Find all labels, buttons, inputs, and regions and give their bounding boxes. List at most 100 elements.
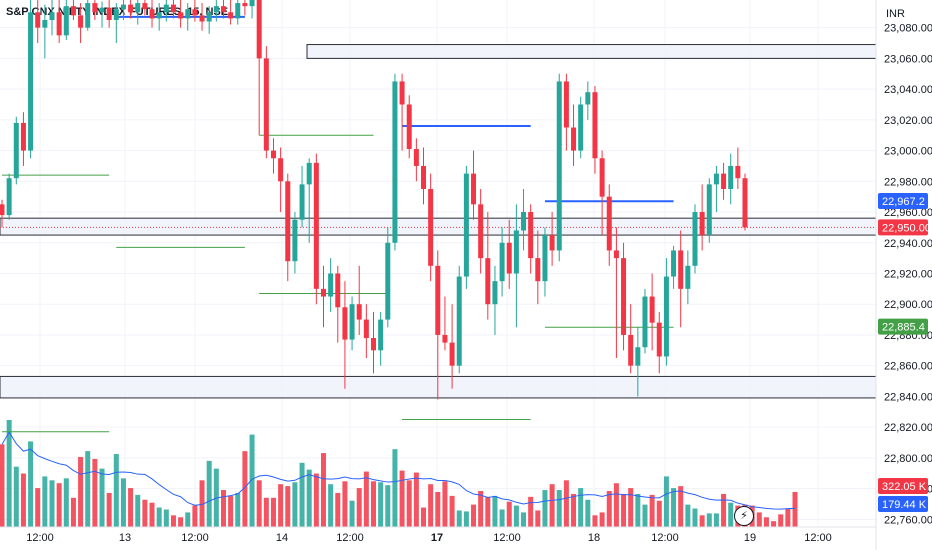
- candle-body[interactable]: [28, 12, 34, 151]
- candle-body[interactable]: [20, 122, 26, 151]
- candle-body[interactable]: [263, 58, 269, 151]
- candle-body[interactable]: [213, 6, 219, 13]
- candle-body[interactable]: [585, 92, 591, 105]
- candle-body[interactable]: [513, 230, 519, 274]
- candle-body[interactable]: [499, 242, 505, 282]
- candle-body[interactable]: [713, 173, 719, 185]
- candle-body[interactable]: [463, 173, 469, 277]
- candle-body[interactable]: [528, 212, 534, 259]
- candle-body[interactable]: [356, 304, 362, 320]
- candle-body[interactable]: [628, 334, 634, 366]
- candle-body[interactable]: [385, 242, 391, 320]
- candle-body[interactable]: [92, 3, 98, 13]
- candle-body[interactable]: [742, 178, 748, 228]
- candle-body[interactable]: [721, 173, 727, 189]
- candle-body[interactable]: [378, 319, 384, 351]
- candle-body[interactable]: [135, 3, 141, 13]
- candle-body[interactable]: [35, 12, 41, 28]
- candle-body[interactable]: [206, 12, 212, 22]
- candle-body[interactable]: [556, 81, 562, 251]
- candle-body[interactable]: [621, 258, 627, 335]
- candle-body[interactable]: [685, 265, 691, 289]
- candle-body[interactable]: [485, 258, 491, 305]
- candle-body[interactable]: [571, 127, 577, 151]
- candle-body[interactable]: [435, 265, 441, 335]
- candle-body[interactable]: [421, 165, 427, 189]
- candle-body[interactable]: [170, 4, 176, 13]
- candle-body[interactable]: [192, 9, 198, 16]
- zone-rect[interactable]: [306, 44, 877, 59]
- candle-body[interactable]: [535, 258, 541, 282]
- candle-body[interactable]: [706, 184, 712, 236]
- candle-body[interactable]: [313, 162, 319, 289]
- candle-body[interactable]: [413, 149, 419, 166]
- candle-body[interactable]: [270, 150, 276, 159]
- candle-body[interactable]: [492, 281, 498, 305]
- candle-body[interactable]: [649, 296, 655, 323]
- candle-body[interactable]: [642, 296, 648, 348]
- candle-body[interactable]: [692, 212, 698, 266]
- candle-body[interactable]: [599, 158, 605, 197]
- candle-body[interactable]: [6, 178, 12, 216]
- candle-body[interactable]: [242, 3, 248, 7]
- candle-body[interactable]: [156, 12, 162, 19]
- candle-body[interactable]: [128, 4, 134, 13]
- candle-body[interactable]: [235, 3, 241, 19]
- candle-body[interactable]: [13, 122, 19, 179]
- candle-body[interactable]: [471, 173, 477, 205]
- candle-body[interactable]: [142, 3, 148, 10]
- candle-body[interactable]: [63, 6, 69, 36]
- candle-body[interactable]: [328, 273, 334, 297]
- candle-body[interactable]: [178, 12, 184, 19]
- candle-body[interactable]: [613, 250, 619, 259]
- candle-body[interactable]: [578, 104, 584, 151]
- candle-body[interactable]: [635, 347, 641, 366]
- candle-body[interactable]: [678, 250, 684, 289]
- candle-body[interactable]: [335, 273, 341, 308]
- candle-body[interactable]: [49, 12, 55, 20]
- candle-body[interactable]: [392, 81, 398, 243]
- candle-body[interactable]: [78, 15, 84, 28]
- candle-body[interactable]: [185, 9, 191, 19]
- candle-body[interactable]: [671, 250, 677, 277]
- candle-body[interactable]: [656, 322, 662, 357]
- candle-body[interactable]: [342, 307, 348, 340]
- candle-body[interactable]: [306, 162, 312, 185]
- candle-body[interactable]: [292, 219, 298, 262]
- candle-body[interactable]: [592, 92, 598, 159]
- candle-body[interactable]: [106, 7, 112, 20]
- candle-body[interactable]: [278, 158, 284, 182]
- candle-body[interactable]: [249, 0, 255, 7]
- candle-body[interactable]: [285, 181, 291, 262]
- candle-body[interactable]: [99, 7, 105, 13]
- candle-body[interactable]: [456, 276, 462, 366]
- candle-body[interactable]: [0, 204, 5, 216]
- currency-label[interactable]: INR: [886, 8, 905, 20]
- candle-body[interactable]: [506, 242, 512, 274]
- candle-body[interactable]: [606, 196, 612, 251]
- candle-body[interactable]: [699, 212, 705, 236]
- candle-body[interactable]: [70, 6, 76, 16]
- candle-body[interactable]: [370, 338, 377, 351]
- candle-body[interactable]: [363, 319, 369, 339]
- candle-body[interactable]: [42, 19, 48, 28]
- candle-body[interactable]: [220, 6, 226, 13]
- candle-body[interactable]: [149, 9, 155, 19]
- candle-body[interactable]: [406, 104, 412, 150]
- candle-body[interactable]: [85, 3, 91, 28]
- candle-body[interactable]: [113, 9, 119, 20]
- candle-body[interactable]: [563, 81, 569, 128]
- candle-body[interactable]: [399, 81, 405, 105]
- candle-body[interactable]: [163, 4, 169, 13]
- candle-body[interactable]: [320, 288, 326, 297]
- candle-body[interactable]: [442, 334, 448, 343]
- candle-body[interactable]: [349, 304, 355, 340]
- candle-body[interactable]: [228, 12, 234, 19]
- candle-body[interactable]: [478, 204, 484, 259]
- candle-body[interactable]: [449, 342, 455, 366]
- candle-body[interactable]: [199, 15, 205, 22]
- candle-body[interactable]: [256, 0, 262, 59]
- candle-body[interactable]: [663, 276, 669, 357]
- candle-body[interactable]: [299, 184, 305, 220]
